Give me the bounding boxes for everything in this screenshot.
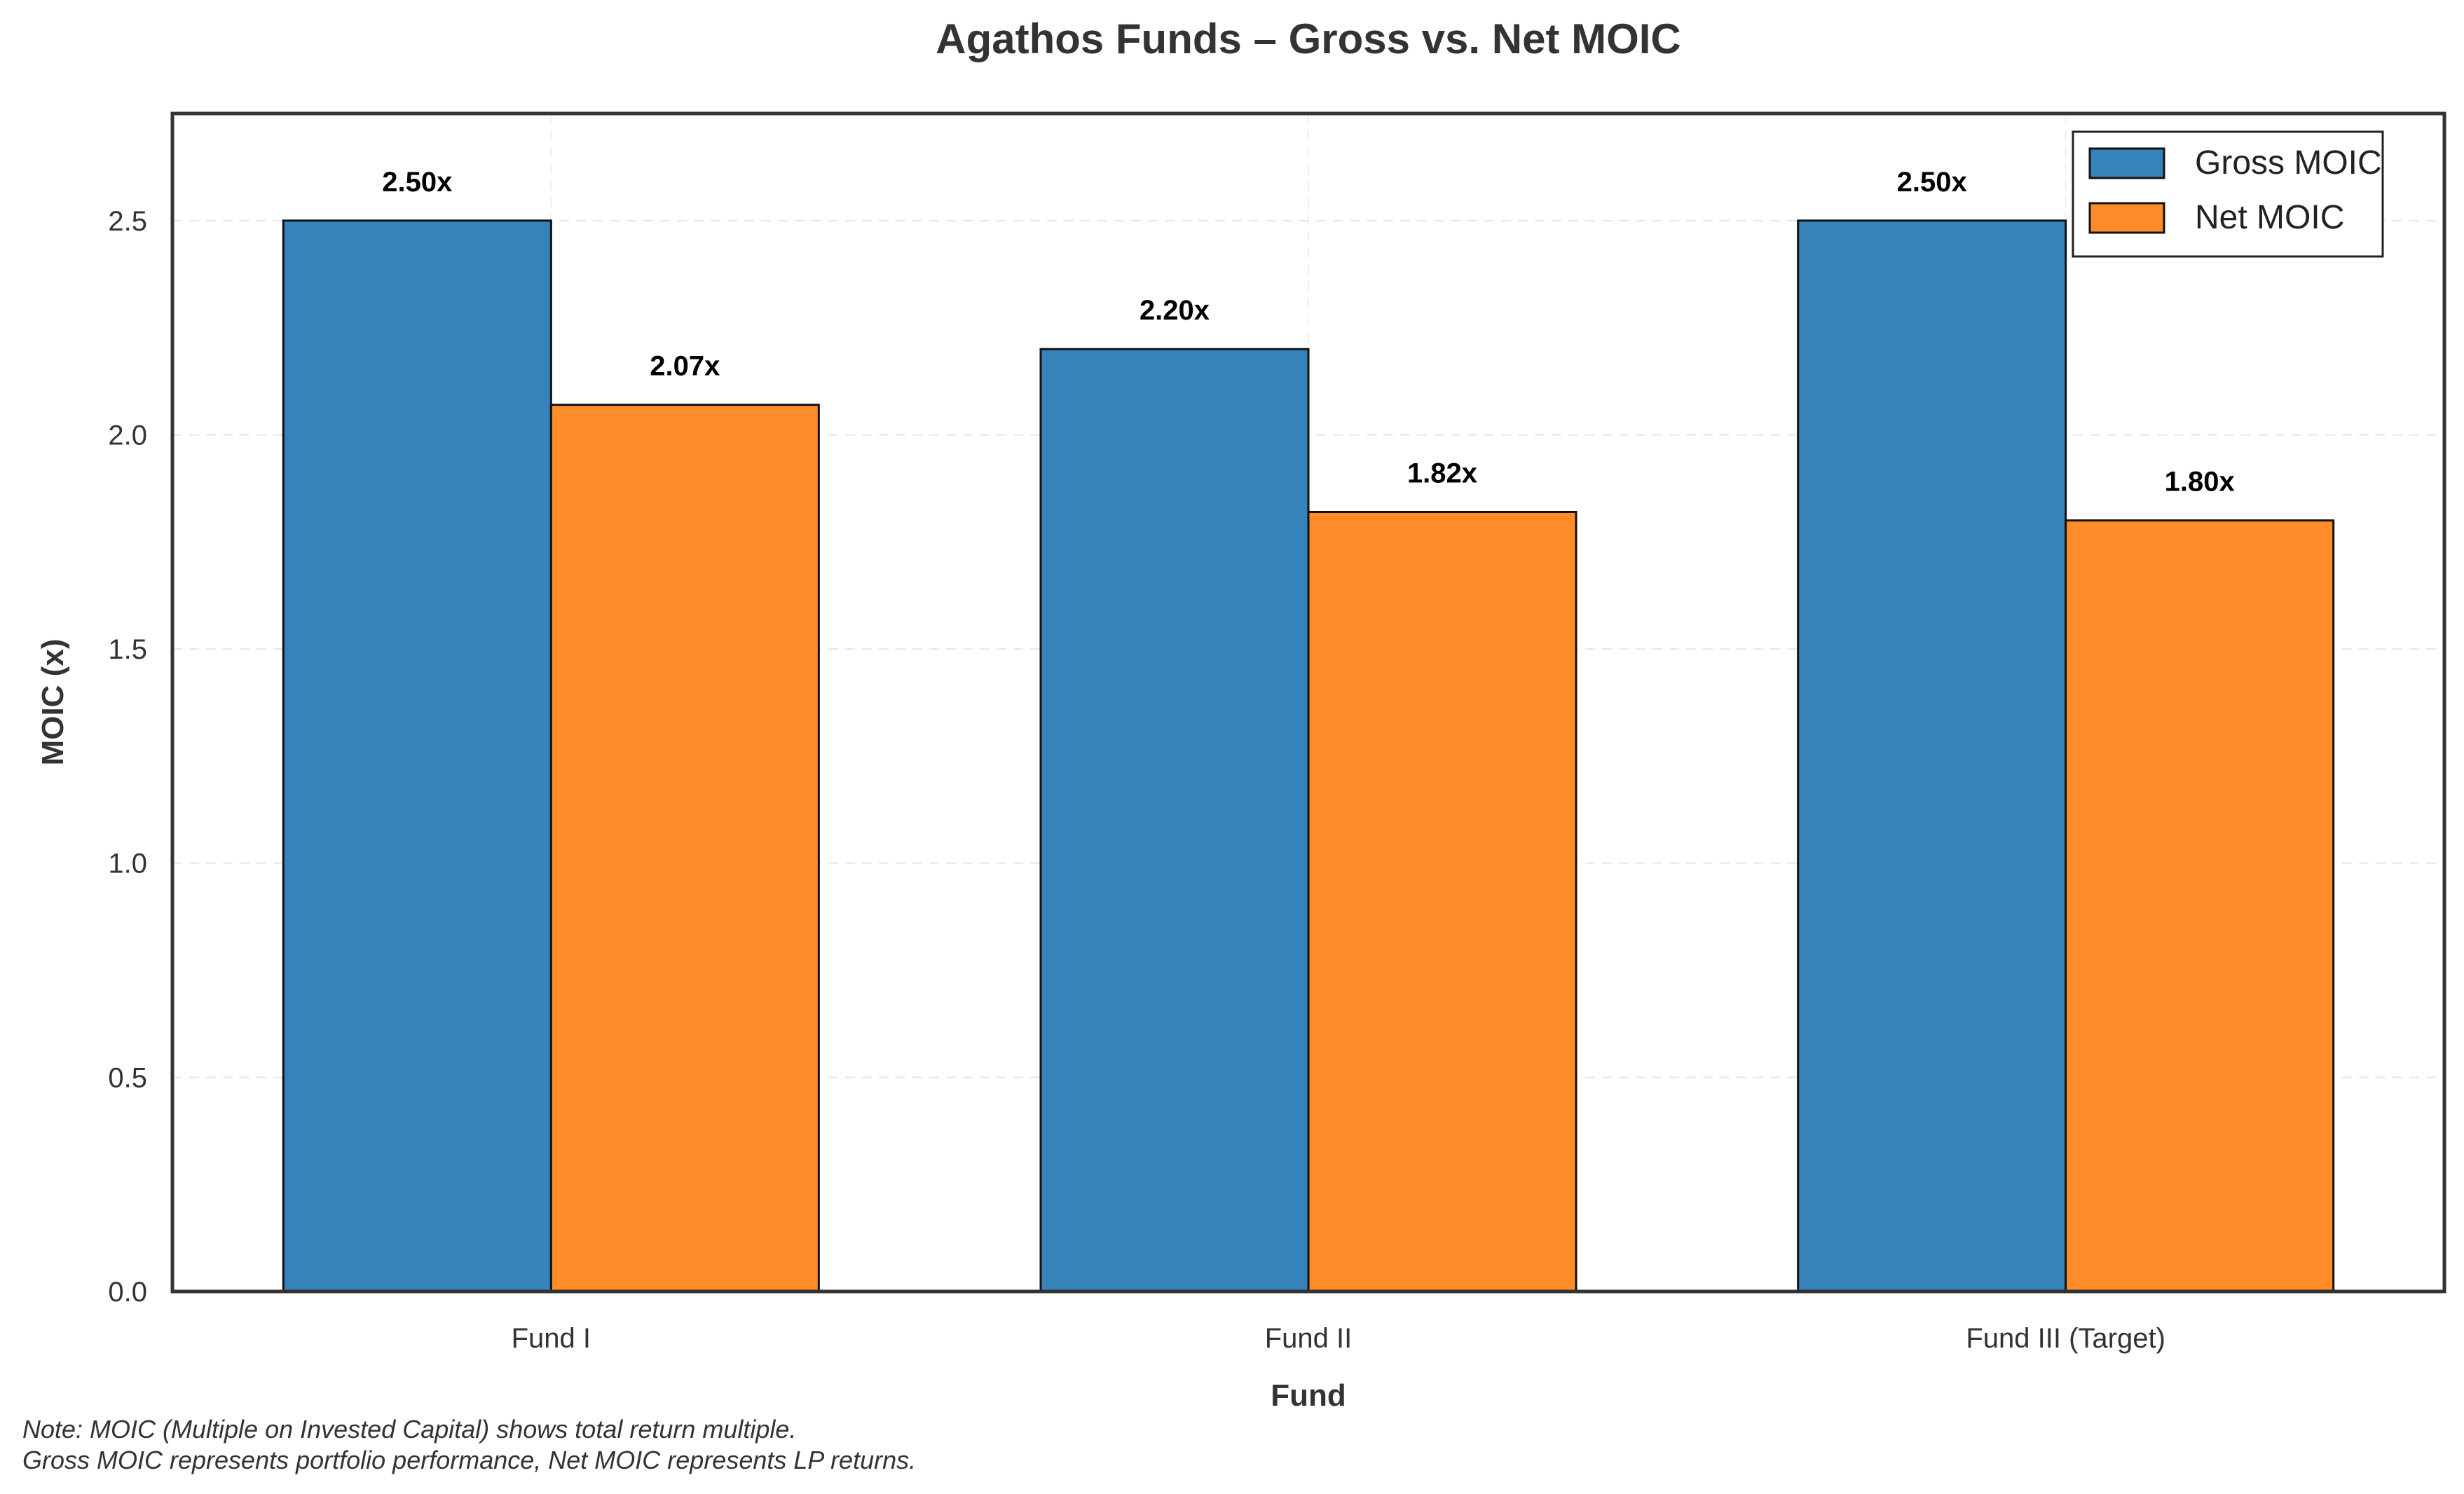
y-axis-ticks: 0.0 0.5 1.0 1.5 2.0 2.5 xyxy=(108,206,147,1308)
bar-net-moic xyxy=(2065,519,2335,1293)
bar-net-moic xyxy=(1307,510,1577,1293)
bar-gross-moic xyxy=(1797,219,2067,1293)
data-labels: 2.50x 2.07x 2.20x 1.82x 2.50x 1.80x xyxy=(382,167,2234,498)
note-line-2: Gross MOIC represents portfolio performa… xyxy=(22,1446,916,1474)
bar-net-moic xyxy=(549,404,820,1293)
y-tick-label: 0.0 xyxy=(108,1277,147,1308)
legend-swatch-net xyxy=(2088,202,2165,234)
x-tick-label: Fund II xyxy=(1265,1323,1353,1354)
legend: Gross MOIC Net MOIC xyxy=(2072,130,2384,258)
bar-value-label: 1.80x xyxy=(2165,467,2235,498)
bar-value-label: 2.50x xyxy=(382,167,452,198)
chart-title: Agathos Funds – Gross vs. Net MOIC xyxy=(936,15,1681,62)
bar-value-label: 1.82x xyxy=(1407,458,1477,488)
bar-value-label: 2.20x xyxy=(1139,295,1210,326)
legend-label-gross: Gross MOIC xyxy=(2195,144,2382,181)
bar-gross-moic xyxy=(282,219,552,1293)
y-axis-label: MOIC (x) xyxy=(36,639,70,766)
bar-value-label: 2.07x xyxy=(650,351,720,382)
y-tick-label: 0.5 xyxy=(108,1062,147,1093)
plot-frame xyxy=(170,111,2446,1294)
y-tick-label: 2.0 xyxy=(108,420,147,451)
y-tick-label: 2.5 xyxy=(108,206,147,237)
legend-label-net: Net MOIC xyxy=(2195,199,2344,236)
x-axis-label: Fund xyxy=(1271,1378,1346,1413)
bars xyxy=(282,219,2335,1293)
x-axis-ticks: Fund I Fund II Fund III (Target) xyxy=(512,1323,2165,1354)
bar-value-label: 2.50x xyxy=(1897,167,1967,198)
y-tick-label: 1.0 xyxy=(108,849,147,879)
x-tick-label: Fund I xyxy=(512,1323,591,1354)
y-tick-label: 1.5 xyxy=(108,634,147,665)
note-line-1: Note: MOIC (Multiple on Invested Capital… xyxy=(22,1415,796,1444)
x-tick-label: Fund III (Target) xyxy=(1966,1323,2165,1354)
bar-gross-moic xyxy=(1039,348,1310,1293)
legend-swatch-gross xyxy=(2088,147,2165,179)
